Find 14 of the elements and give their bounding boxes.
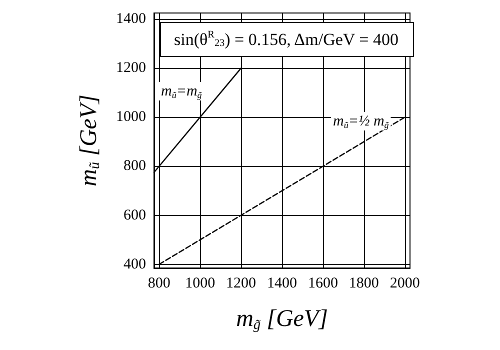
x-tick-label: 2000 [390,276,420,292]
y-tick-label: 600 [124,207,146,224]
x-tick-label: 800 [148,276,170,292]
x-tick-label: 1400 [267,276,297,292]
x-tick-label: 1600 [308,276,338,292]
y-tick-label: 1400 [116,11,146,28]
y-tick-label: 400 [124,256,146,272]
y-axis-title: mũ [GeV] [76,94,103,186]
y-tick-label: 1200 [116,60,146,76]
x-tick-label: 1800 [348,276,379,292]
x-tick-label: 1200 [226,276,256,292]
y-tick-label: 800 [124,158,146,174]
y-tick-label: 1000 [116,109,146,126]
x-tick-label: 1000 [185,276,216,292]
